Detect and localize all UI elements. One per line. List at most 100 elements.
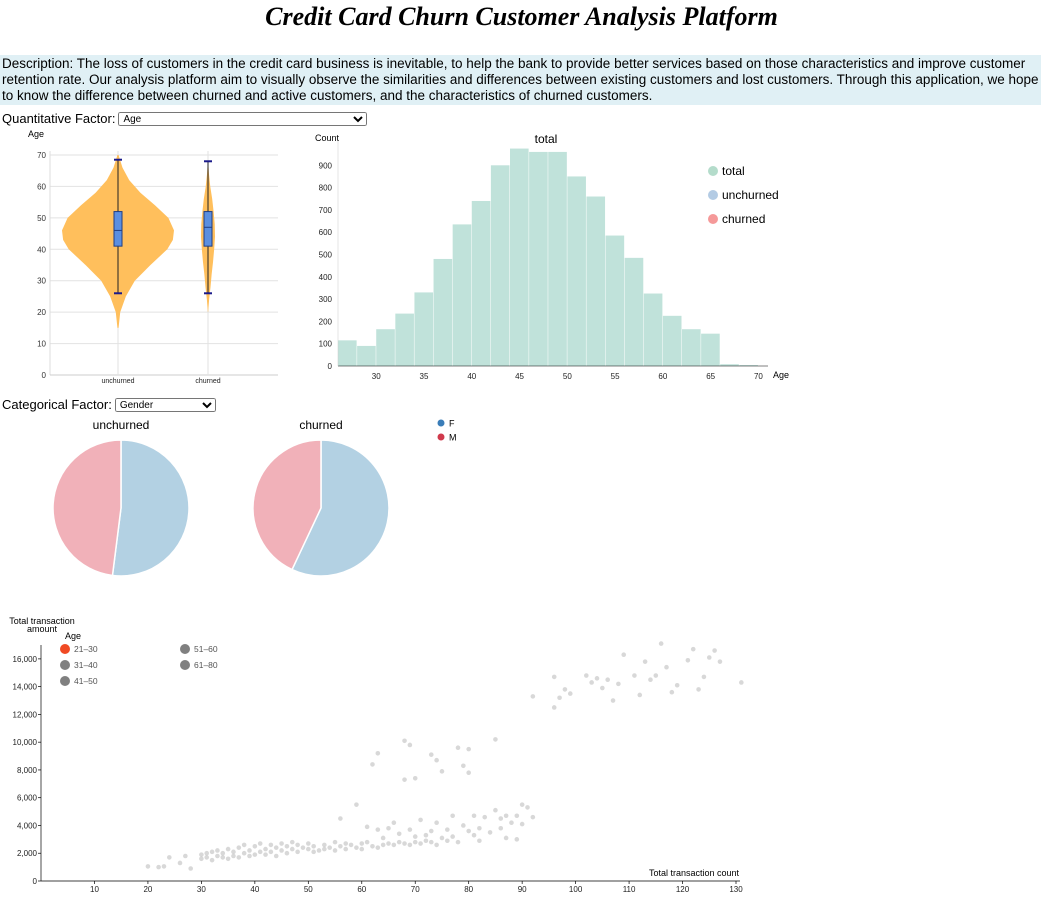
y-tick-label: 4,000 [17,821,38,830]
scatter-point [589,680,594,685]
scatter-point [204,855,210,860]
scatter-point [327,845,332,850]
scatter-point [177,860,183,866]
pie-charts: unchurned churned FM [52,418,457,577]
scatter-point [674,682,680,688]
x-tick-label: 50 [304,885,313,894]
scatter-point [375,827,381,832]
scatter-point [204,850,210,856]
scatter-point [295,842,300,848]
scatter-point [455,745,461,751]
legend-label: total [722,164,745,178]
scatter-point [445,838,450,844]
scatter-point [252,843,258,849]
histogram-bar [395,313,414,366]
scatter-point [257,841,263,846]
y-tick-label: 10 [37,340,46,349]
histogram-bar [643,293,663,366]
legend-swatch [180,644,190,654]
legend-label: F [449,419,455,429]
scatter-point [477,825,482,831]
scatter-point [423,838,429,844]
scatter-point [236,845,242,850]
scatter-point [402,841,407,846]
pie-slice-M [52,439,122,577]
histogram-bar [490,165,510,366]
y-tick-label: 14,000 [13,683,38,692]
scatter-point [386,841,391,846]
legend-label: 61–80 [194,660,218,670]
scatter-point [664,664,669,670]
legend-label: churned [722,212,765,226]
x-tick-label: 100 [569,885,583,894]
quantitative-factor-control: Quantitative Factor: Age [2,111,368,127]
histogram-bar [433,258,453,366]
scatter-point [289,839,295,845]
x-tick-label: 50 [563,372,572,381]
histogram-chart: 0 100 200 300 400 500 600 700 800 900 30 35 40 45 50 55… [315,132,789,381]
y-tick-label: 0 [42,371,47,380]
pie-slice-F [111,439,190,577]
scatter-point [257,849,263,855]
legend-title: Age [65,631,81,641]
scatter-point [562,687,568,692]
legend-swatch [708,190,718,200]
histogram-bar [720,364,739,366]
legend-label: M [449,433,457,443]
quantitative-factor-select[interactable]: Age [118,112,368,126]
legend-swatch [437,433,445,441]
scatter-point [236,855,242,860]
legend-label: unchurned [722,188,779,202]
scatter-point [306,846,311,852]
scatter-point [359,841,365,846]
scatter-point [621,652,627,658]
categorical-factor-select[interactable]: Gender [114,398,216,412]
scatter-point [332,839,338,845]
x-axis-title: Age [773,370,789,380]
x-tick-label: 40 [250,885,259,894]
scatter-point [685,657,691,663]
chart-title: total [535,132,558,146]
scatter-point [311,849,316,855]
scatter-point [284,850,290,856]
scatter-point [332,848,338,853]
scatter-point [434,842,439,848]
pie-title: churned [299,418,342,432]
scatter-point [493,737,498,742]
quantitative-factor-label: Quantitative Factor: [2,111,116,126]
y-tick-label: 40 [37,245,46,254]
scatter-point [434,820,439,825]
scatter-point [706,655,712,660]
scatter-point [225,856,231,862]
x-tick-label: 110 [623,885,636,894]
y-tick-label: 2,000 [17,849,38,858]
legend-swatch [60,676,70,686]
scatter-point [386,825,391,831]
scatter-point [519,821,525,827]
y-tick-label: 6,000 [17,794,38,803]
legend-label: 41–50 [74,676,98,686]
scatter-point [530,694,536,699]
x-tick-label: 60 [658,372,667,381]
x-tick-label: 120 [676,885,690,894]
scatter-point [279,841,284,846]
scatter-point [445,827,450,832]
scatter-point [466,770,471,776]
scatter-point [605,677,610,683]
x-tick-label: 45 [515,372,524,381]
scatter-point [295,849,300,855]
scatter-point [273,853,279,859]
scatter-point [359,846,365,852]
scatter-point [402,738,407,744]
scatter-point [252,852,258,857]
scatter-point [407,842,413,848]
scatter-point [428,828,434,834]
scatter-point [428,752,434,757]
scatter-point [407,827,413,832]
scatter-point [600,685,605,691]
scatter-point [231,853,236,859]
scatter-point [156,864,161,870]
scatter-point [161,864,167,869]
y-tick-label: 8,000 [17,766,38,775]
scatter-point [487,830,493,835]
